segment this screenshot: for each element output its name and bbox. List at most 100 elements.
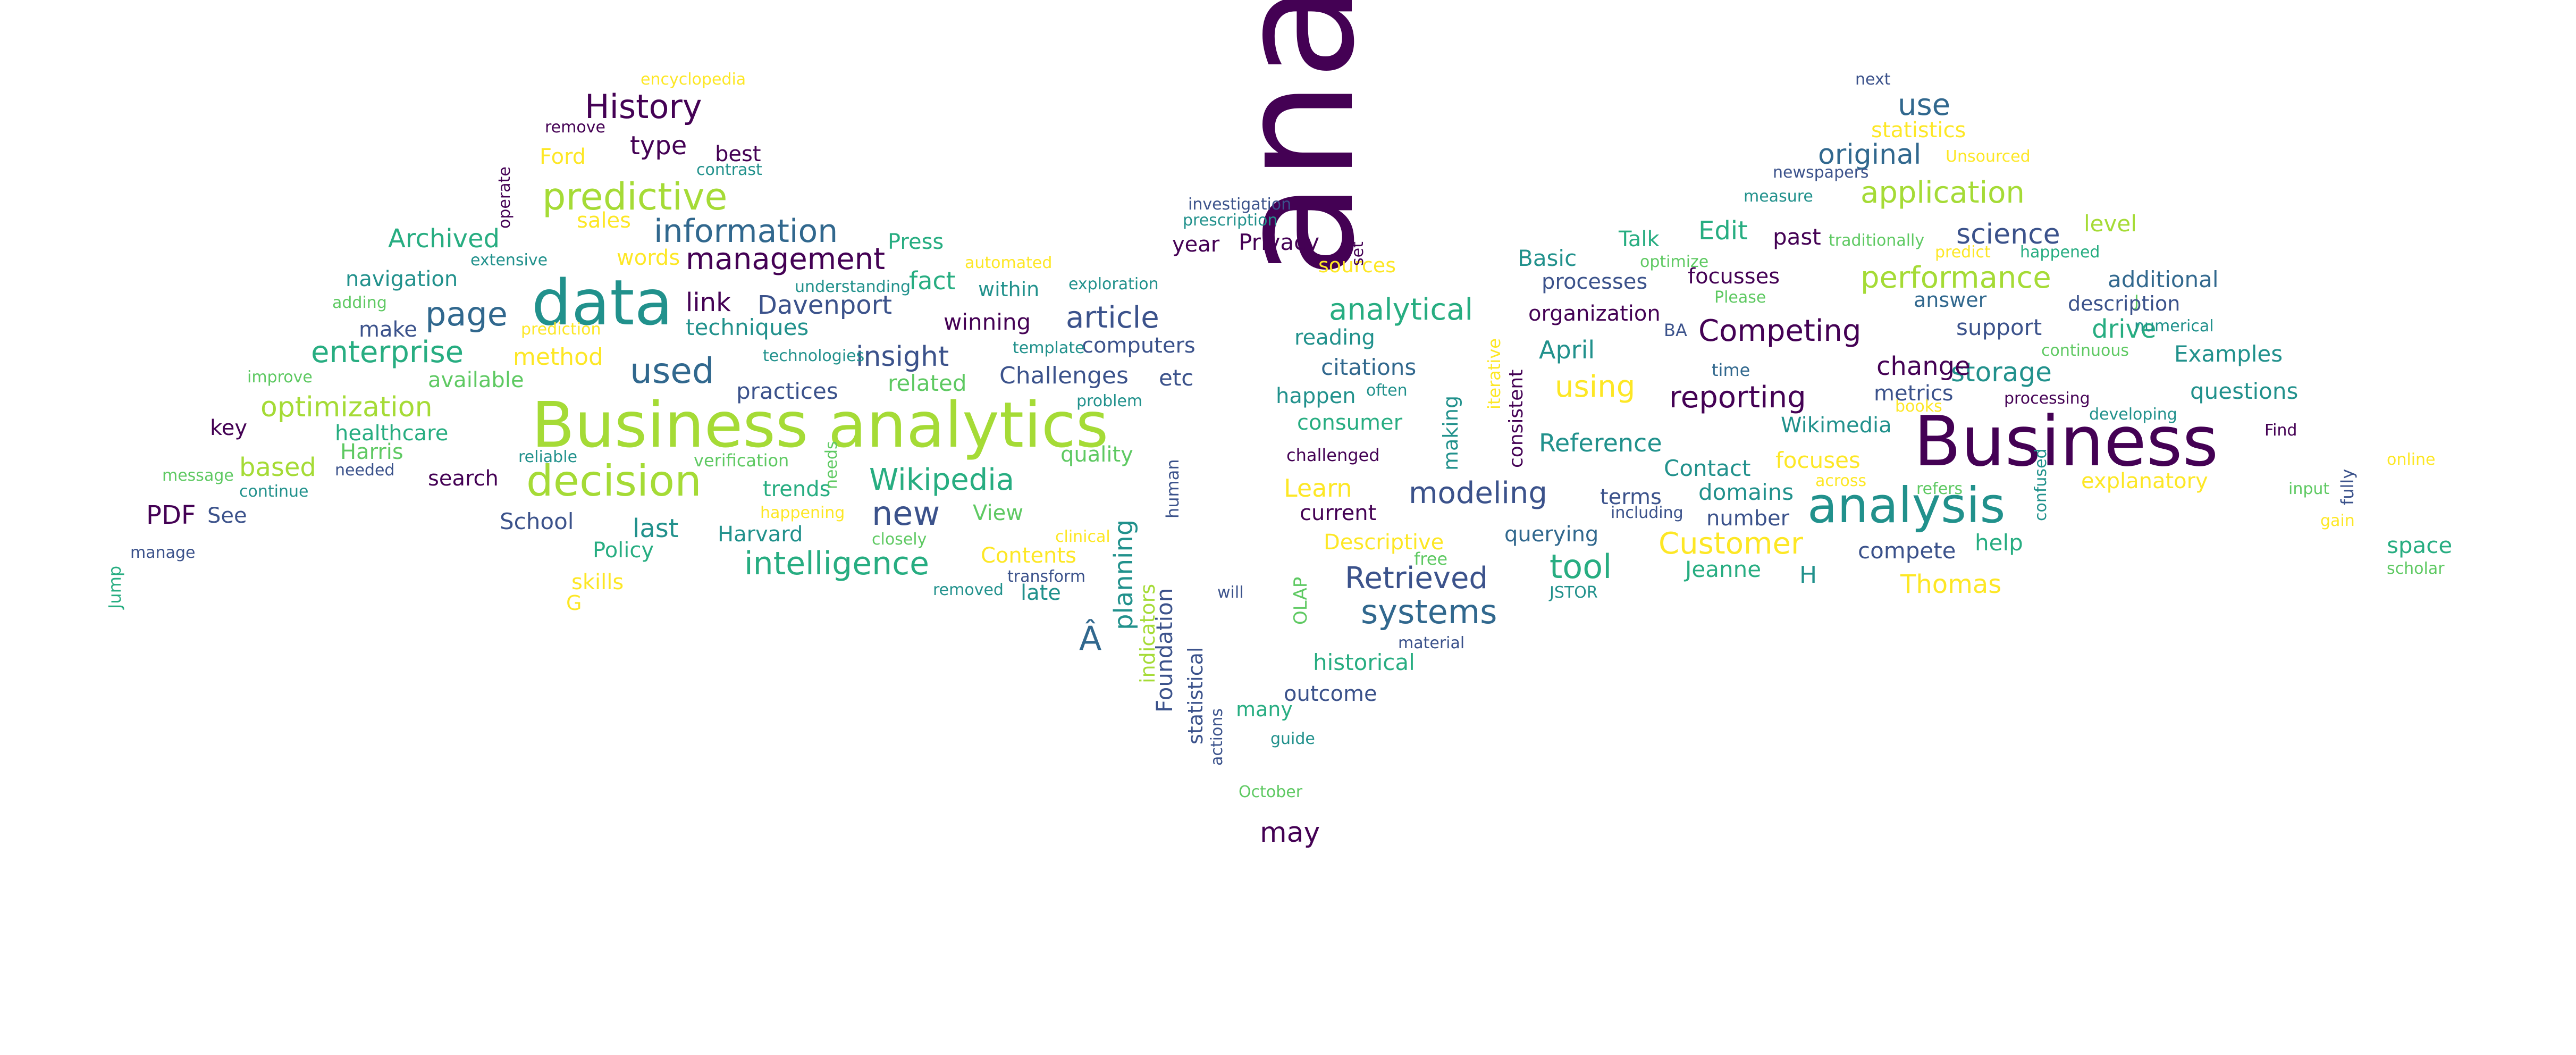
- cloud-word: History: [585, 87, 702, 126]
- cloud-word: Unsourced: [1946, 147, 2031, 166]
- cloud-word: modeling: [1409, 476, 1547, 510]
- cloud-word: planning: [1109, 519, 1139, 630]
- cloud-word: sources: [1318, 254, 1396, 277]
- cloud-word: Contents: [981, 543, 1076, 568]
- cloud-word: search: [428, 466, 499, 491]
- cloud-word: processing: [2004, 389, 2090, 408]
- cloud-word: answer: [1914, 288, 1987, 312]
- cloud-word: sales: [577, 208, 631, 233]
- cloud-word: Davenport: [757, 290, 893, 320]
- cloud-word: make: [359, 317, 417, 342]
- cloud-word: Retrieved: [1345, 561, 1488, 596]
- cloud-word: PDF: [146, 500, 196, 530]
- cloud-word: April: [1539, 336, 1595, 364]
- cloud-word: often: [1366, 381, 1408, 400]
- cloud-word: healthcare: [335, 421, 449, 446]
- cloud-word: Please: [1714, 288, 1766, 307]
- cloud-word: method: [513, 344, 603, 371]
- cloud-word: predict: [1935, 243, 1991, 262]
- cloud-word: gain: [2320, 512, 2355, 530]
- cloud-word: prediction: [521, 320, 601, 339]
- cloud-word: numerical: [2134, 317, 2214, 336]
- cloud-word: happen: [1276, 384, 1356, 408]
- cloud-word: navigation: [346, 267, 458, 291]
- cloud-word: within: [978, 278, 1040, 301]
- cloud-word: template: [1013, 339, 1085, 357]
- cloud-word: Ford: [540, 145, 586, 169]
- cloud-word: year: [1172, 232, 1220, 257]
- cloud-word: original: [1818, 139, 1922, 171]
- cloud-word: traditionally: [1829, 231, 1925, 250]
- cloud-word: historical: [1313, 649, 1415, 675]
- cloud-word: drive: [2092, 314, 2157, 344]
- cloud-word: Business analytics: [532, 388, 1109, 462]
- cloud-word: set: [1349, 241, 1367, 266]
- cloud-word: systems: [1361, 592, 1497, 631]
- cloud-word: fact: [909, 266, 956, 295]
- cloud-word: analysis: [1807, 477, 2006, 534]
- cloud-word: winning: [944, 309, 1031, 335]
- cloud-word: enterprise: [311, 335, 464, 370]
- cloud-word: contrast: [696, 161, 762, 179]
- cloud-word: School: [500, 508, 574, 534]
- cloud-word: insight: [856, 341, 949, 373]
- cloud-word: organization: [1528, 302, 1661, 326]
- cloud-word: Edit: [1698, 216, 1748, 246]
- cloud-word: additional: [2108, 266, 2219, 292]
- cloud-word: G: [566, 591, 582, 615]
- cloud-word: input: [2288, 480, 2330, 498]
- cloud-word: Find: [2264, 421, 2297, 440]
- cloud-word: quality: [1060, 442, 1133, 467]
- cloud-word: science: [1956, 219, 2060, 250]
- cloud-word: will: [1217, 583, 1244, 602]
- cloud-word: link: [686, 288, 731, 317]
- cloud-word: OLAP: [1290, 576, 1311, 625]
- cloud-word: continue: [239, 482, 309, 501]
- cloud-word: Harvard: [718, 522, 803, 547]
- cloud-word: adding: [332, 294, 387, 312]
- cloud-word: late: [1021, 581, 1061, 605]
- cloud-word: Challenges: [999, 362, 1129, 389]
- cloud-word: domains: [1698, 479, 1794, 505]
- cloud-word: removed: [933, 581, 1004, 599]
- cloud-word: article: [1066, 300, 1159, 335]
- cloud-word: change: [1876, 351, 1971, 381]
- cloud-word: key: [210, 416, 248, 440]
- cloud-word: extensive: [470, 251, 548, 270]
- cloud-word: practices: [736, 378, 838, 404]
- cloud-word: Harris: [340, 440, 403, 464]
- cloud-word: best: [715, 142, 761, 166]
- cloud-word: statistics: [1871, 118, 1966, 143]
- cloud-word: optimize: [1640, 253, 1709, 271]
- cloud-word: performance: [1861, 261, 2051, 295]
- cloud-word: many: [1236, 698, 1293, 721]
- cloud-word: closely: [872, 530, 927, 549]
- cloud-word: Contact: [1664, 455, 1751, 481]
- cloud-word: fully: [2337, 468, 2358, 505]
- cloud-word: BA: [1664, 320, 1687, 340]
- cloud-word: investigation: [1188, 195, 1292, 214]
- cloud-word: processes: [1542, 270, 1648, 294]
- cloud-word: material: [1398, 634, 1465, 652]
- cloud-word: exploration: [1068, 275, 1159, 294]
- cloud-word: iterative: [1484, 338, 1504, 409]
- cloud-word: application: [1861, 175, 2025, 210]
- cloud-word: Privacy: [1239, 229, 1320, 255]
- cloud-word: intelligence: [744, 545, 930, 582]
- cloud-word: used: [630, 350, 714, 391]
- cloud-word: reporting: [1669, 380, 1806, 415]
- cloud-word: Archived: [388, 224, 500, 254]
- cloud-word: focuses: [1775, 447, 1861, 473]
- cloud-word: prescription: [1183, 211, 1278, 230]
- cloud-word: current: [1300, 501, 1377, 525]
- cloud-word: consumer: [1297, 411, 1403, 435]
- cloud-word: trends: [763, 477, 831, 501]
- cloud-word: transform: [1007, 567, 1086, 586]
- cloud-word: operate: [495, 166, 514, 229]
- cloud-word: data: [532, 266, 673, 339]
- cloud-word: compete: [1858, 538, 1956, 564]
- cloud-word: statistical: [1184, 647, 1207, 744]
- cloud-word: Wikipedia: [869, 463, 1015, 497]
- cloud-word: description: [2068, 292, 2181, 315]
